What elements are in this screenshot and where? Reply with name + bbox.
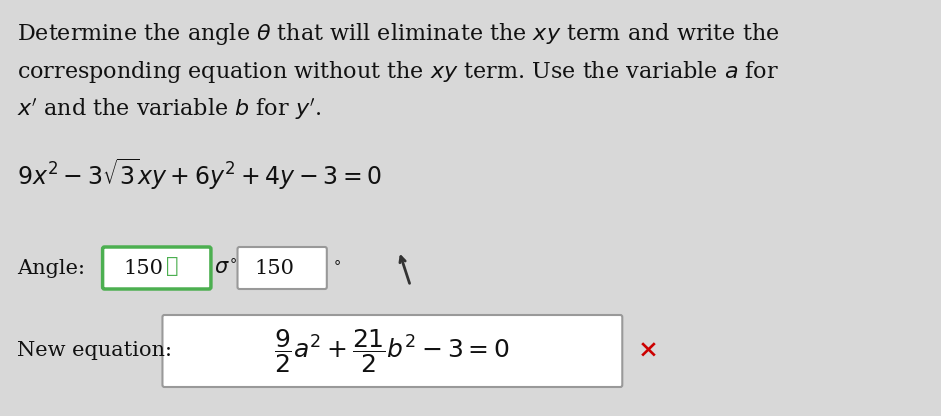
Text: $x'$ and the variable $b$ for $y'$.: $x'$ and the variable $b$ for $y'$. [17,97,321,122]
Text: Determine the angle $\theta$ that will eliminate the $xy$ term and write the: Determine the angle $\theta$ that will e… [17,21,779,47]
Text: ✓: ✓ [167,257,179,275]
Text: $^\circ$: $^\circ$ [328,258,341,277]
Text: 150: 150 [123,258,164,277]
FancyBboxPatch shape [103,247,211,289]
Text: 150: 150 [255,258,295,277]
Text: $\dfrac{9}{2}a^2 + \dfrac{21}{2}b^2 - 3 = 0$: $\dfrac{9}{2}a^2 + \dfrac{21}{2}b^2 - 3 … [275,327,510,375]
FancyBboxPatch shape [163,315,622,387]
Text: corresponding equation without the $xy$ term. Use the variable $a$ for: corresponding equation without the $xy$ … [17,59,779,85]
Text: $\sigma^{\circ}$: $\sigma^{\circ}$ [214,258,237,278]
Text: Angle:: Angle: [17,258,85,277]
FancyBboxPatch shape [237,247,327,289]
Text: ×: × [637,339,659,363]
Text: New equation:: New equation: [17,342,172,361]
Text: $9x^2 - 3\sqrt{3}xy + 6y^2 + 4y - 3 = 0$: $9x^2 - 3\sqrt{3}xy + 6y^2 + 4y - 3 = 0$ [17,157,382,193]
